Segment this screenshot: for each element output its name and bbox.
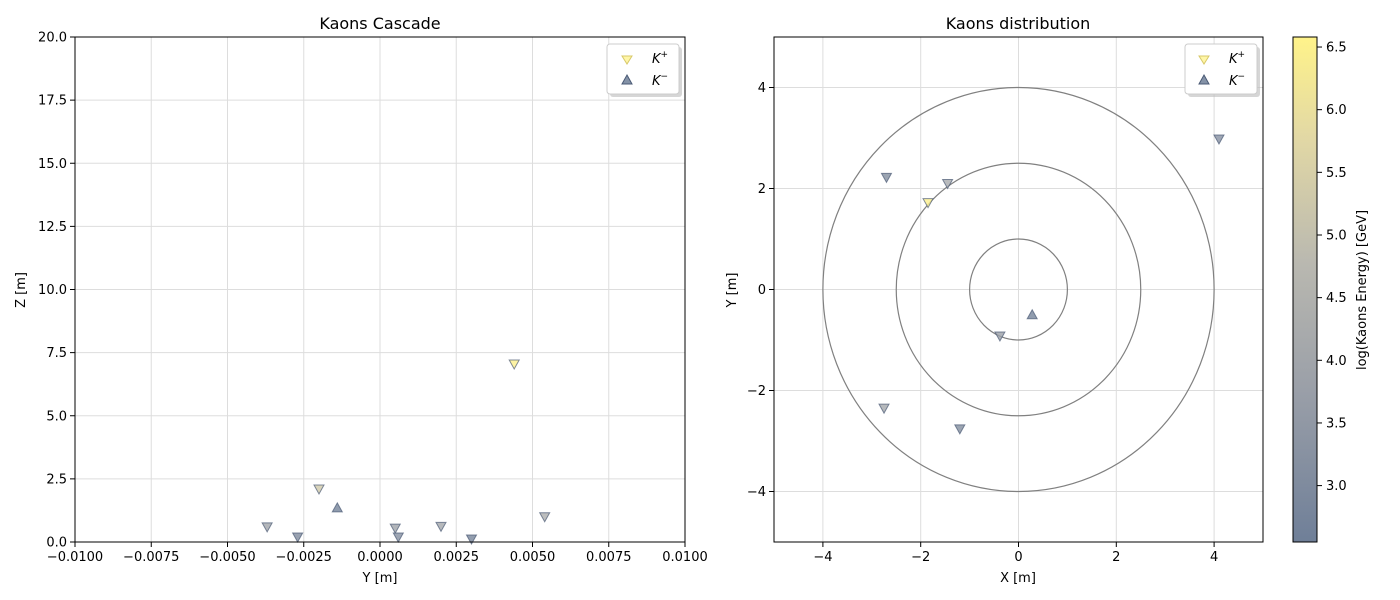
right-radius-circle (895, 162, 1142, 417)
right-point-kplus (953, 424, 966, 435)
right-point-kplus (878, 403, 890, 415)
left-xtick-label: −0.0075 (123, 550, 179, 565)
right-chart-ylabel: Y [m] (725, 273, 740, 309)
colorbar-tick-label: 5.5 (1326, 166, 1347, 181)
left-ytick-label: 15.0 (38, 157, 67, 172)
left-xtick-label: −0.0025 (276, 550, 332, 565)
right-xtick-label: 4 (1210, 550, 1218, 565)
colorbar-tick-label: 3.0 (1326, 479, 1347, 494)
left-ytick-label: 0.0 (46, 536, 67, 551)
left-chart-points (261, 359, 551, 545)
left-point-kplus (465, 534, 478, 545)
left-point-kplus (435, 521, 447, 533)
right-ytick-label: −2 (747, 384, 766, 399)
left-point-kplus (389, 523, 402, 535)
left-point-kplus (392, 532, 405, 543)
right-point-kplus (922, 198, 934, 209)
left-legend-kminus-marker (621, 73, 633, 85)
left-legend-kplus-marker (621, 55, 633, 65)
left-point-kplus (291, 532, 304, 543)
right-point-kplus (941, 178, 954, 190)
left-ytick-label: 7.5 (46, 346, 67, 361)
colorbar-label: log(Kaons Energy) [GeV] (1355, 210, 1370, 370)
left-xtick-label: −0.0050 (199, 550, 255, 565)
left-xtick-label: 0.0100 (662, 550, 708, 565)
left-chart: Kaons Cascade −0.0100 −0.0075 −0.0050 −0.00… (14, 14, 708, 586)
right-radius-circle (968, 238, 1068, 341)
right-xtick-label: 0 (1014, 550, 1022, 565)
left-chart-grid (74, 36, 686, 543)
colorbar-tick-label: 6.0 (1326, 103, 1347, 118)
colorbar-gradient (1292, 36, 1318, 543)
left-chart-title: Kaons Cascade (319, 14, 440, 33)
right-chart-y-ticks: −4 −2 0 2 4 (747, 81, 774, 500)
left-ytick-label: 12.5 (38, 220, 67, 235)
colorbar-tick-label: 4.5 (1326, 291, 1347, 306)
right-chart-xlabel: X [m] (1000, 571, 1036, 586)
left-ytick-label: 17.5 (38, 94, 67, 109)
right-radius-circle (822, 86, 1215, 493)
left-chart-legend: K+ K− (606, 43, 682, 97)
left-legend-kminus-label: K− (652, 72, 668, 89)
right-point-kplus (1213, 134, 1225, 146)
right-ytick-label: 4 (758, 81, 766, 96)
right-chart-points (878, 134, 1225, 435)
colorbar-ticks: 3.0 3.5 4.0 4.5 5.0 5.5 6.0 6.5 (1317, 41, 1347, 494)
right-ytick-label: 0 (758, 283, 766, 298)
left-chart-ylabel: Z [m] (14, 272, 29, 308)
right-ytick-label: −4 (747, 485, 766, 500)
right-legend-kplus-label: K+ (1229, 50, 1245, 67)
right-chart-x-ticks: −4 −2 0 2 4 (813, 542, 1218, 565)
left-xtick-label: 0.0075 (586, 550, 632, 565)
left-point-kminus (331, 501, 344, 513)
right-point-kplus (994, 331, 1006, 342)
left-point-kplus (313, 484, 325, 496)
right-chart: Kaons distribution −4 −2 0 2 4 −4 −2 0 2 4 X [m]… (725, 14, 1264, 586)
left-legend-kplus-label: K+ (652, 50, 668, 67)
right-point-kminus (1026, 308, 1039, 320)
left-chart-xlabel: Y [m] (362, 571, 398, 586)
left-xtick-label: −0.0100 (47, 550, 103, 565)
right-legend-kminus-label: K− (1229, 72, 1245, 89)
left-point-kplus (508, 359, 521, 371)
left-ytick-label: 5.0 (46, 409, 67, 424)
left-chart-y-ticks: 0.0 2.5 5.0 7.5 10.0 12.5 15.0 17.5 20.0 (38, 31, 75, 551)
colorbar-tick-label: 5.0 (1326, 228, 1347, 243)
right-xtick-label: 2 (1112, 550, 1120, 565)
left-ytick-label: 2.5 (46, 472, 67, 487)
left-point-kplus (538, 512, 551, 523)
right-chart-circles (822, 86, 1215, 493)
colorbar-tick-label: 4.0 (1326, 354, 1347, 369)
left-xtick-label: 0.0025 (434, 550, 480, 565)
colorbar-tick-label: 3.5 (1326, 416, 1347, 431)
right-point-kplus (880, 172, 893, 184)
left-xtick-label: 0.0050 (510, 550, 556, 565)
left-point-kplus (261, 522, 273, 533)
right-legend-kplus-marker (1198, 55, 1210, 65)
colorbar: 3.0 3.5 4.0 4.5 5.0 5.5 6.0 6.5 log(Kaons Energ… (1292, 36, 1370, 543)
left-ytick-label: 10.0 (38, 283, 67, 298)
colorbar-tick-label: 6.5 (1326, 41, 1347, 56)
left-xtick-label: 0.0000 (357, 550, 403, 565)
left-chart-x-ticks: −0.0100 −0.0075 −0.0050 −0.0025 0.0000 0.0025… (47, 542, 708, 565)
left-ytick-label: 20.0 (38, 31, 67, 46)
right-xtick-label: −4 (813, 550, 832, 565)
right-legend-kminus-marker (1198, 73, 1210, 85)
right-chart-legend: K+ K− (1184, 43, 1260, 97)
right-ytick-label: 2 (758, 182, 766, 197)
right-chart-grid (774, 37, 1263, 542)
right-chart-title: Kaons distribution (946, 14, 1091, 33)
right-xtick-label: −2 (911, 550, 930, 565)
